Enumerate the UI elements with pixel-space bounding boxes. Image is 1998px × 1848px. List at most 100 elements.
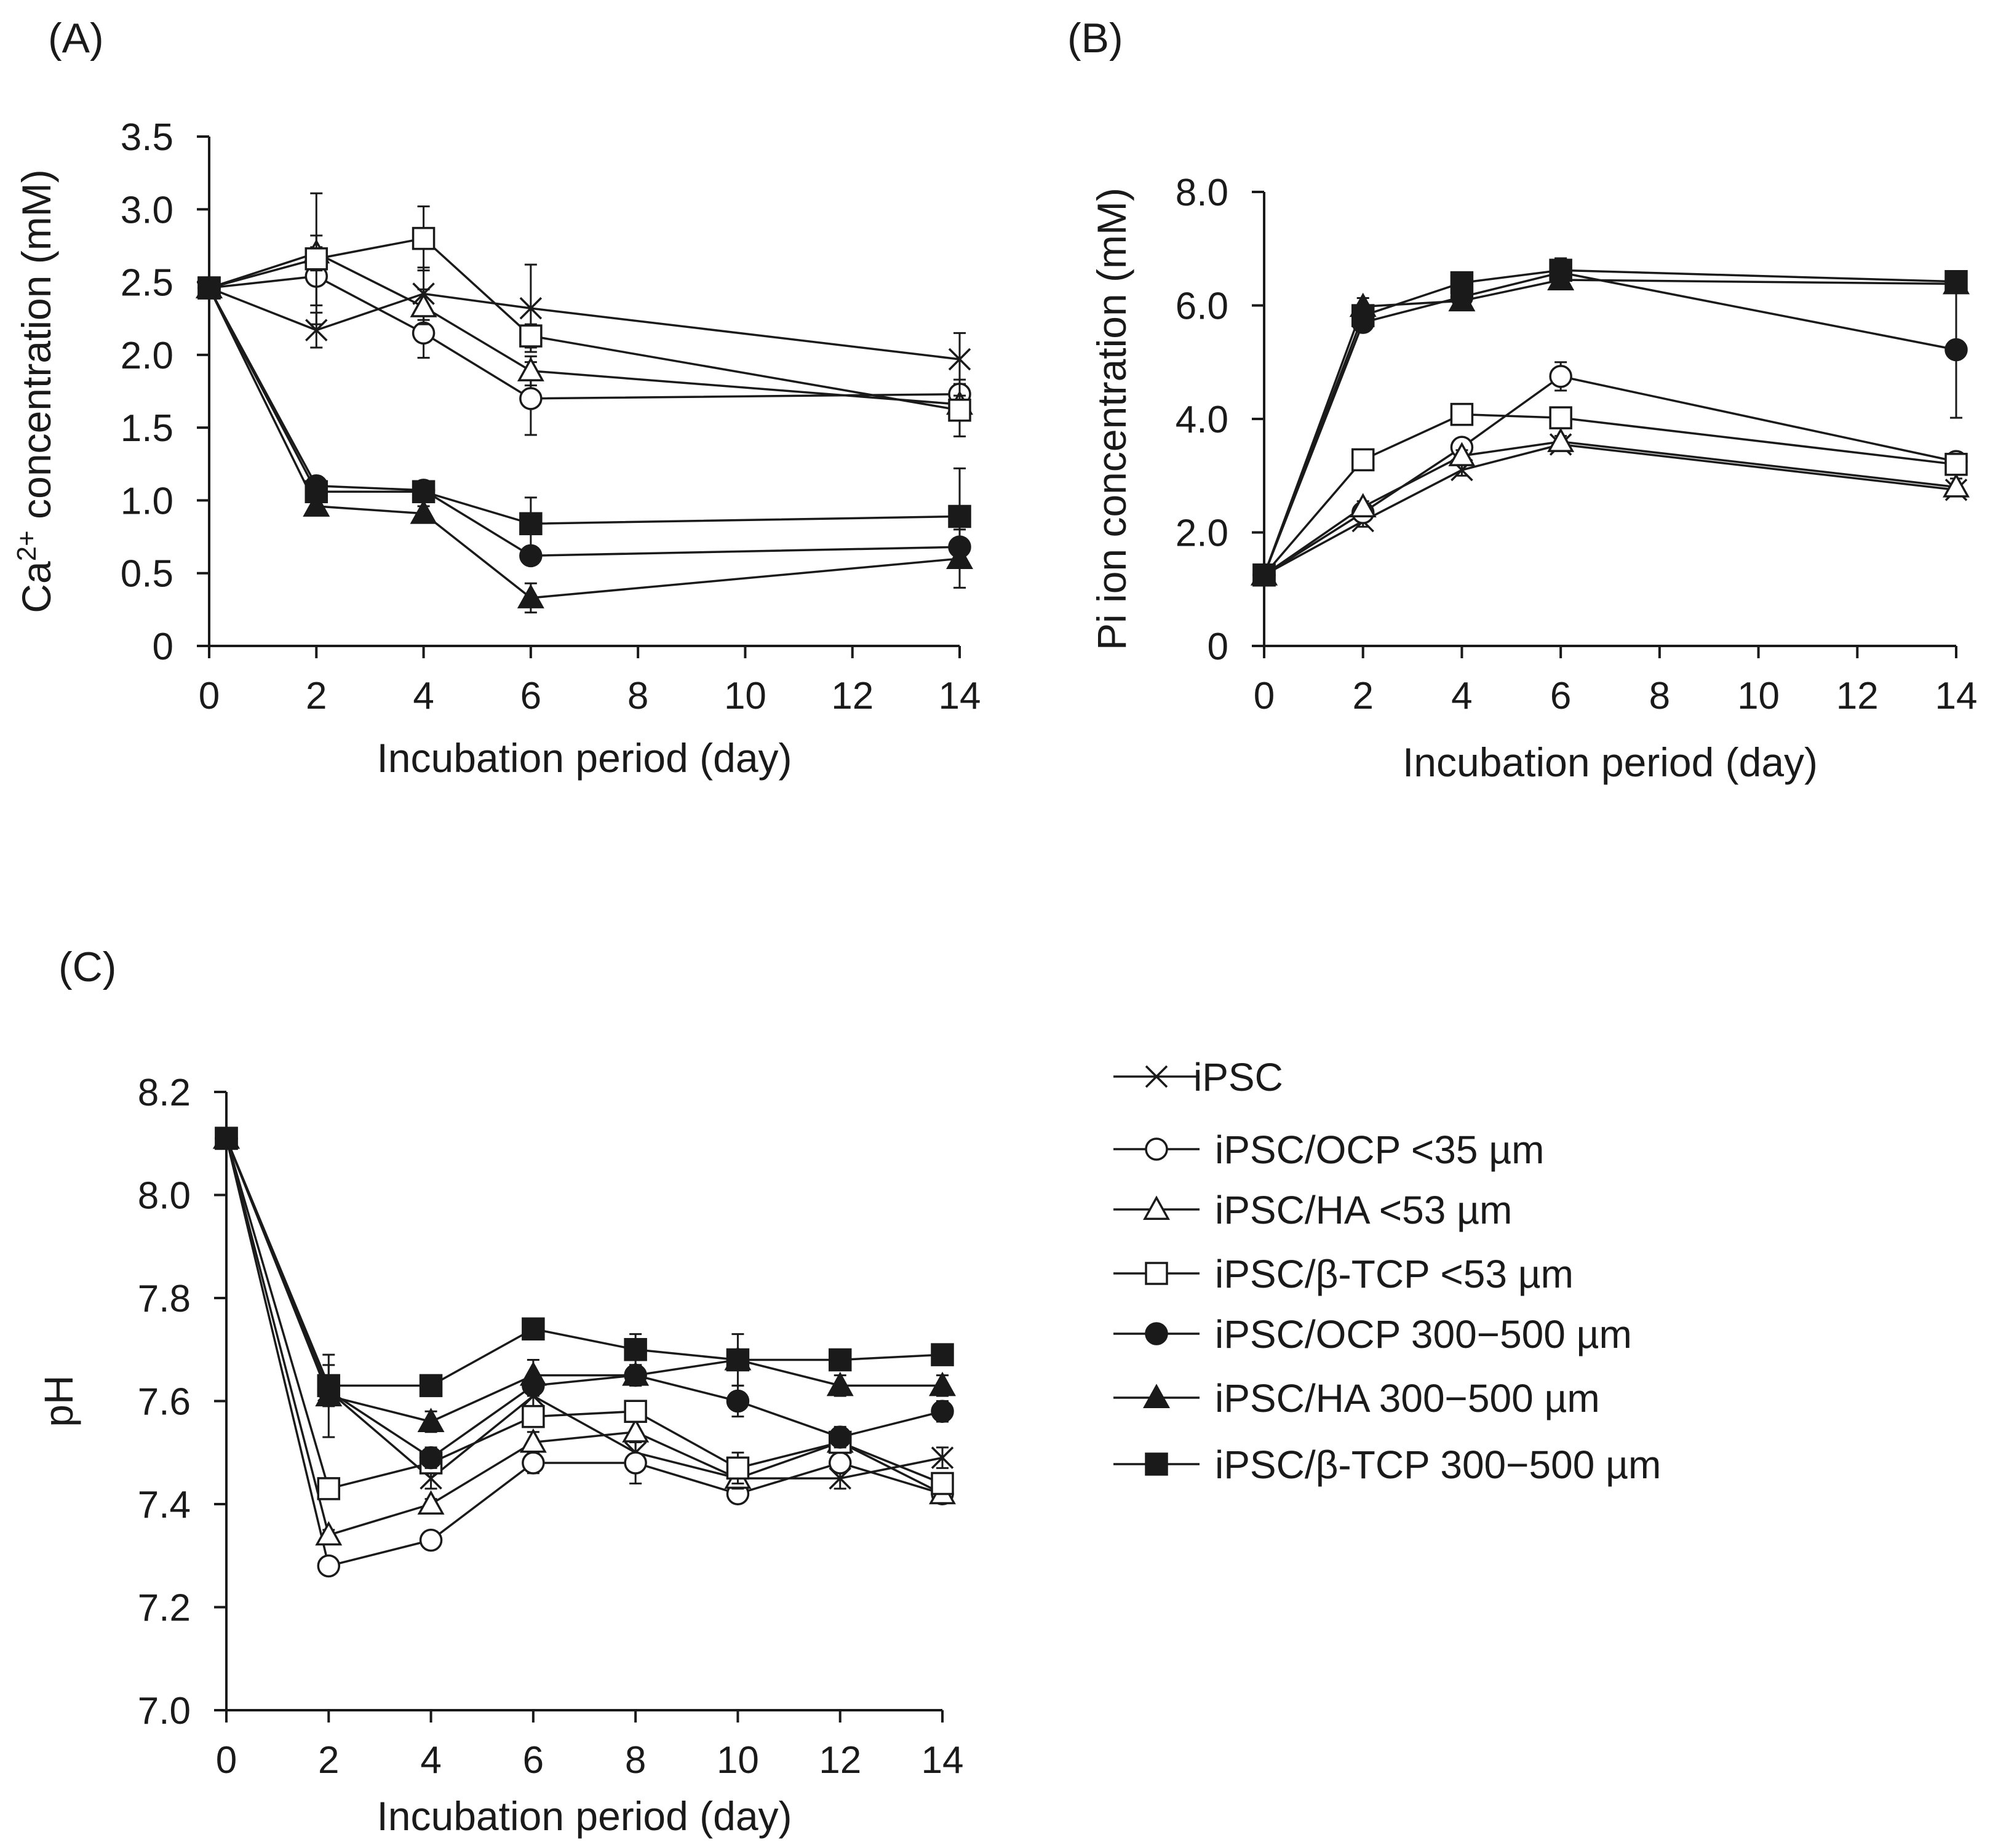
chart-c-point-ipsc-ha-53-m [519,1428,547,1453]
legend-marker-ipsc [1145,1065,1168,1088]
chart-c-point-ipsc-ocp-300-500-m [419,1446,443,1470]
legend-label: iPSC/HA <53 µm [1215,1188,1512,1232]
chart-a-point-ipsc-ha-300-500-m [517,584,544,608]
chart-b-x-tick-label: 8 [1649,675,1670,717]
chart-b-point-ipsc-ha-53-m [1448,442,1476,466]
chart-a-series-ipsc-b-tcp-53-m [197,192,971,437]
chart-b-point-ipsc-b-tcp-53-m [1450,402,1474,426]
chart-c-point-ipsc-ha-53-m [315,1521,343,1546]
chart-b-x-tick-label: 0 [1254,675,1275,717]
chart-c-series-line-ipsc-b-tcp-300-500-m [225,1137,943,1387]
legend-item-ipsc-ocp-35-m: iPSC/OCP <35 µm [1113,1128,1544,1172]
chart-a-point-ipsc-b-tcp-300-500-m [304,480,328,503]
legend-marker-ipsc-b-tcp-53-m [1145,1262,1168,1285]
chart-a-y-tick-label: 2.5 [121,262,173,305]
chart-c-point-ipsc-b-tcp-300-500-m [522,1317,545,1340]
chart-b-x-tick-label: 4 [1451,675,1472,717]
chart-a-x-tick-label: 8 [627,675,648,717]
chart-b-y-tick-label: 6.0 [1176,285,1228,328]
chart-a-x-tick-label: 4 [413,675,434,717]
chart-a-series-line-ipsc-ocp-35-m [209,275,960,400]
chart-c-point-ipsc-b-tcp-53-m [522,1404,545,1428]
chart-a-x-tick-label: 6 [520,675,541,717]
chart-c-point-ipsc-b-tcp-300-500-m [931,1343,954,1366]
chart-b-point-ipsc-ha-53-m [1349,493,1377,517]
chart-c-point-ipsc [931,1446,954,1469]
chart-b-point-ipsc-b-tcp-300-500-m [1252,563,1276,587]
legend-item-ipsc-ocp-300-500-m: iPSC/OCP 300−500 µm [1113,1312,1632,1356]
chart-c-series-line-ipsc [225,1137,943,1480]
chart-c-y-axis-title: pH [36,1375,81,1427]
legend-marker-ipsc-ocp-300-500-m [1145,1322,1168,1345]
chart-a-point-ipsc-ha-300-500-m [410,500,437,524]
chart-b-y-tick-label: 0 [1208,626,1228,668]
chart-b-series-ipsc-b-tcp-53-m [1252,402,1968,587]
chart-a-series-ipsc-ocp-35-m [197,246,971,436]
chart-c-series-line-ipsc-ocp-35-m [225,1137,943,1567]
chart-c-point-ipsc-b-tcp-53-m [317,1477,341,1500]
chart-c-point-ipsc-ocp-35-m [624,1451,647,1475]
legend-item-ipsc: iPSC [1113,1055,1283,1099]
legend-label: iPSC/β-TCP 300−500 µm [1215,1443,1661,1487]
chart-c-point-ipsc-ocp-35-m [317,1554,341,1578]
chart-c-x-tick-label: 2 [318,1739,339,1782]
chart-b-y-axis-title: Pi ion concentration (mM) [1089,188,1134,650]
legend-label: iPSC/OCP <35 µm [1215,1128,1544,1172]
chart-a-x-tick-label: 2 [306,675,327,717]
chart-c-point-ipsc-b-tcp-300-500-m [419,1374,443,1398]
chart-c-point-ipsc-b-tcp-300-500-m [215,1126,238,1150]
chart-b-y-axis-title-part: Pi ion concentration (mM) [1089,188,1134,650]
chart-a-point-ipsc-stroke-2 [519,297,543,320]
chart-c-point-ipsc-b-tcp-300-500-m [828,1348,852,1372]
legend-label: iPSC/β-TCP <53 µm [1215,1252,1574,1296]
chart-a-y-axis-title-part: concentration (mM) [14,169,59,530]
chart-a-point-ipsc-b-tcp-53-m [412,226,436,250]
chart-b-series-ipsc-ocp-35-m [1252,361,1968,587]
legend-marker-ipsc-ha-300-500-m [1143,1384,1170,1408]
chart-b-y-tick-label: 4.0 [1176,399,1228,441]
chart-a-x-tick-label: 12 [831,675,874,717]
chart-c-point-ipsc-ocp-300-500-m [931,1400,954,1423]
legend-marker-ipsc-stroke-2 [1145,1065,1168,1088]
chart-b-point-ipsc-b-tcp-53-m [1549,406,1572,429]
chart-c-x-axis-title: Incubation period (day) [376,1793,792,1839]
chart-b-point-ipsc-ocp-300-500-m [1944,338,1968,362]
chart-c-y-tick-label: 7.0 [138,1690,191,1732]
chart-c-point-ipsc-ocp-35-m [522,1451,545,1475]
panel-b: (B) 0 2.0 4.0 6.0 8.0 0 2 4 6 8 10 12 14 Incubation pe… [1067,15,1977,785]
chart-a-point-ipsc-stroke-2 [948,348,971,371]
chart-c-series-ipsc-ocp-35-m [215,1126,954,1578]
chart-a-point-ipsc-b-tcp-300-500-m [197,276,221,300]
chart-a-x-tick-label: 10 [724,675,766,717]
chart-c-y-axis-title-part: pH [36,1375,81,1427]
chart-a-point-ipsc-ocp-35-m [412,321,436,345]
chart-a-point-ipsc-b-tcp-300-500-m [519,512,543,536]
legend-label: iPSC [1193,1055,1283,1099]
chart-a-panel-label: (A) [48,15,104,62]
chart-c-x-tick-label: 10 [717,1739,759,1782]
chart-c-series-line-ipsc-b-tcp-53-m [225,1137,943,1490]
chart-c-y-tick-label: 8.2 [138,1072,191,1114]
chart-b-point-ipsc-ha-53-m [1547,428,1575,452]
chart-a-y-tick-label: 0.5 [121,553,173,595]
chart-c-point-ipsc-ocp-300-500-m [828,1425,852,1449]
legend-item-ipsc-ha-53-m: iPSC/HA <53 µm [1113,1188,1512,1232]
chart-c-y-tick-label: 7.6 [138,1381,191,1424]
chart-c-x-tick-label: 12 [819,1739,861,1782]
chart-a-y-tick-label: 3.5 [121,116,173,159]
chart-a-y-tick-label: 1.5 [121,407,173,450]
chart-b-x-tick-label: 6 [1550,675,1571,717]
chart-c-point-ipsc-ha-53-m [417,1490,445,1515]
chart-c-series-line-ipsc-ha-300-500-m [225,1137,942,1423]
chart-c-point-ipsc-ocp-35-m [828,1451,852,1475]
chart-a-point-ipsc [305,319,328,341]
chart-a-y-tick-label: 3.0 [121,189,173,231]
chart-b-point-ipsc-ha-300-500-m [1448,287,1476,312]
chart-b-series-ipsc-b-tcp-300-500-m [1252,258,1968,587]
chart-c-x-tick-label: 8 [625,1739,646,1782]
chart-c-panel-label: (C) [58,944,116,990]
legend-item-ipsc-ha-300-500-m: iPSC/HA 300−500 µm [1113,1376,1600,1420]
chart-a-point-ipsc-b-tcp-53-m [948,399,971,422]
chart-c-x-tick-label: 4 [420,1739,441,1782]
chart-a-point-ipsc-ha-300-500-m [303,492,330,517]
